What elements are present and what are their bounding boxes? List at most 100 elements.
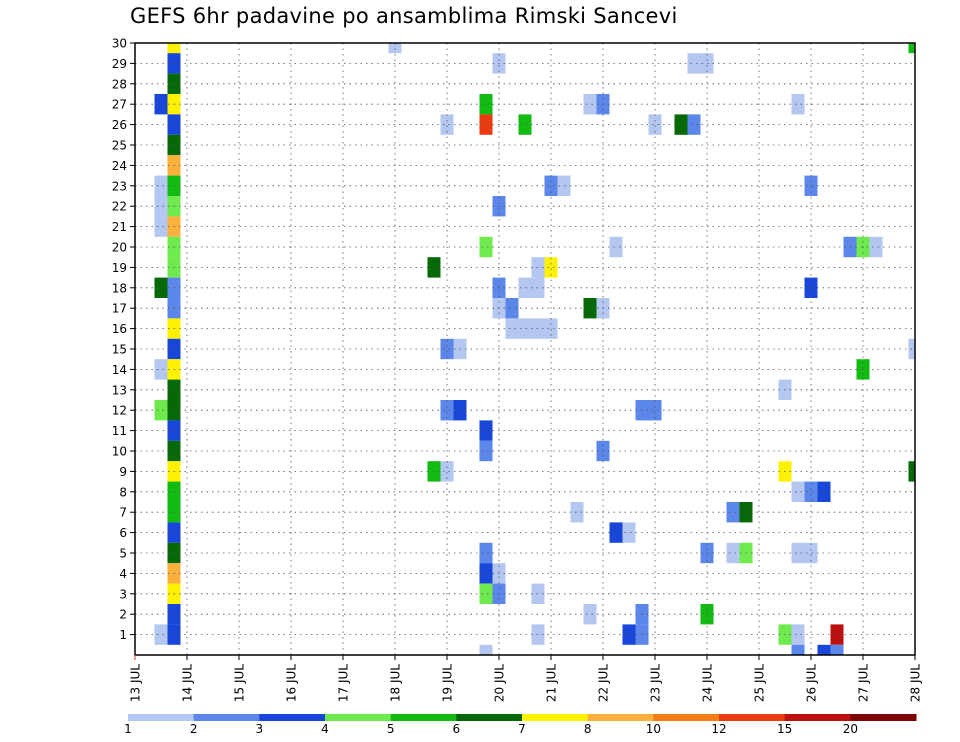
x-tick-label: 22 JUL — [597, 664, 611, 702]
heatmap-cell — [583, 604, 597, 625]
x-axis: 13 JUL 14 JUL 15 JUL 16 JUL 17 JUL 18 JUL 19 J… — [129, 655, 923, 702]
heatmap-cell — [154, 400, 168, 421]
heatmap-cell — [154, 196, 168, 217]
x-tick-label: 26 JUL — [805, 664, 819, 702]
heatmap-cell — [518, 114, 532, 135]
heatmap-cell — [154, 277, 168, 298]
x-tick-label: 23 JUL — [649, 664, 663, 702]
x-tick-label: 20 JUL — [493, 664, 507, 702]
y-tick-label: 11 — [112, 424, 127, 438]
colorbar-label: 15 — [777, 722, 792, 736]
y-tick-label: 2 — [119, 608, 127, 622]
x-tick-label: 18 JUL — [389, 664, 403, 702]
colorbar-swatch — [128, 714, 195, 721]
heatmap-cell — [440, 338, 454, 360]
y-tick-label: 29 — [112, 57, 127, 71]
x-tick-label: 14 JUL — [181, 664, 195, 702]
y-tick-label: 17 — [112, 302, 127, 316]
x-tick-label: 19 JUL — [441, 664, 455, 702]
colorbar-label: 5 — [387, 722, 395, 736]
heatmap-cell — [505, 298, 519, 319]
y-tick-label: 3 — [119, 587, 127, 601]
colorbar-swatch — [456, 714, 523, 721]
heatmap-cell — [518, 277, 532, 298]
heatmap-cell — [388, 43, 402, 54]
y-tick-label: 19 — [112, 261, 127, 275]
heatmap-cell — [804, 481, 818, 502]
heatmap-cell — [791, 481, 805, 502]
y-tick-label: 12 — [112, 404, 127, 418]
y-tick-label: 20 — [112, 241, 127, 255]
y-tick-label: 24 — [112, 159, 127, 173]
heatmap-cell — [479, 542, 493, 564]
colorbar-swatch — [325, 714, 392, 721]
heatmap-cell — [479, 440, 493, 462]
colorbar-swatch — [193, 714, 260, 721]
heatmap-cell — [167, 43, 181, 54]
colorbar-swatch — [719, 714, 786, 721]
y-tick-label: 9 — [119, 465, 127, 479]
heatmap-cell — [479, 236, 493, 258]
heatmap-cell — [154, 624, 168, 645]
y-tick-label: 15 — [112, 343, 127, 357]
heatmap-cell — [479, 644, 493, 655]
y-tick-label: 26 — [112, 118, 127, 132]
heatmap-cell — [908, 43, 915, 54]
colorbar-label: 3 — [256, 722, 264, 736]
heatmap-cell — [687, 53, 701, 74]
y-tick-label: 28 — [112, 77, 127, 91]
heatmap-cell — [804, 277, 818, 298]
y-tick-label: 30 — [112, 37, 127, 51]
colorbar-swatch — [784, 714, 851, 721]
colorbar-label: 2 — [190, 722, 198, 736]
x-tick-label: 13 JUL — [129, 664, 143, 702]
x-tick-label: 21 JUL — [545, 664, 559, 702]
y-tick-label: 25 — [112, 139, 127, 153]
y-tick-label: 6 — [119, 526, 127, 540]
heatmap-cell — [570, 502, 584, 523]
colorbar-swatch — [390, 714, 457, 721]
heatmap-cell — [791, 644, 805, 655]
heatmap-cell — [726, 542, 740, 564]
heatmap-cell — [622, 522, 636, 543]
heatmap-cell — [791, 542, 805, 564]
heatmap-cell — [440, 461, 454, 482]
colorbar-label: 10 — [646, 722, 661, 736]
heatmap-cell — [609, 522, 623, 543]
heatmap-cell — [869, 236, 883, 258]
x-tick-label: 16 JUL — [285, 664, 299, 702]
colorbar-label: 6 — [453, 722, 461, 736]
heatmap-cell — [505, 318, 519, 339]
heatmap-cell — [427, 461, 441, 482]
heatmap-cell — [726, 502, 740, 523]
heatmap-cell — [791, 94, 805, 115]
x-tick-label: 25 JUL — [753, 664, 767, 702]
y-axis: 1234567891011121314151617181920212223242… — [112, 37, 135, 642]
y-tick-label: 8 — [119, 485, 127, 499]
heatmap-cell — [479, 563, 493, 584]
heatmap-cell — [622, 624, 636, 645]
heatmap-cell — [154, 359, 168, 380]
y-tick-label: 22 — [112, 200, 127, 214]
heatmap-cell — [856, 359, 870, 380]
colorbar-swatch — [587, 714, 654, 721]
y-tick-label: 23 — [112, 179, 127, 193]
colorbar-swatch — [522, 714, 589, 721]
x-tick-label: 28 JUL — [909, 664, 923, 702]
colorbar: 1 2 3 4 5 6 7 8 10 12 15 20 — [124, 714, 917, 736]
heatmap-cell — [687, 114, 701, 135]
heatmap-cell — [544, 318, 558, 339]
colorbar-label: 7 — [518, 722, 526, 736]
heatmap-cell — [583, 94, 597, 115]
heatmap-cell — [154, 216, 168, 237]
x-tick-label: 24 JUL — [701, 664, 715, 702]
heatmap-cell — [583, 298, 597, 319]
colorbar-swatch — [259, 714, 326, 721]
heatmap-cell — [804, 542, 818, 564]
y-tick-label: 4 — [119, 567, 127, 581]
colorbar-label: 4 — [321, 722, 329, 736]
heatmap-cell — [518, 318, 532, 339]
heatmap-cell — [479, 114, 493, 135]
colorbar-swatch — [653, 714, 720, 721]
